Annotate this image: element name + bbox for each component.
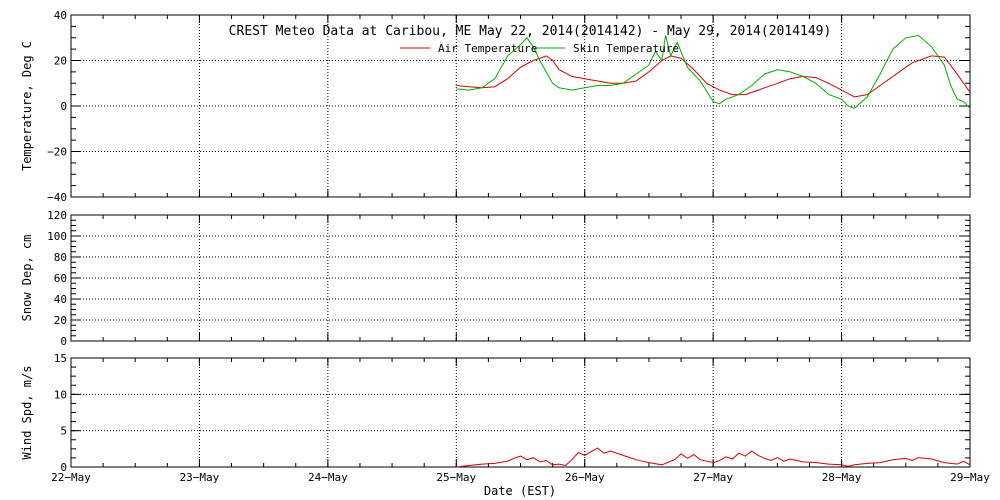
series-line-wind-speed — [456, 447, 971, 468]
legend-label: Skin Temperature — [573, 42, 679, 55]
panel-2: 120 100 80 60 40 20 0 Snow Dep, cm — [20, 209, 971, 348]
panel-3: 15 10 5 0 Wind Spd, m/s 22−May 23−May 24−May 25−… — [20, 352, 990, 484]
x-tick-label: 27−May — [693, 471, 733, 484]
y-tick-label: 100 — [47, 230, 67, 243]
y-tick-label: 0 — [60, 335, 67, 348]
y-tick-label: −40 — [47, 191, 67, 204]
y-tick-label: 15 — [54, 352, 67, 365]
x-tick-label: 22−May — [51, 471, 91, 484]
y-tick-label: 20 — [54, 55, 67, 68]
y-tick-label: 80 — [54, 251, 67, 264]
series-line-skin-temperature — [456, 34, 971, 109]
series-line-air-temperature — [456, 55, 971, 98]
plot-frame — [70, 357, 971, 468]
x-tick-label: 28−May — [822, 471, 862, 484]
legend-label: Air Temperature — [438, 42, 537, 55]
y-tick-label: 5 — [60, 425, 67, 438]
y-tick-label: 20 — [54, 314, 67, 327]
x-tick-label: 24−May — [308, 471, 348, 484]
legend: Air Temperature Skin Temperature — [400, 42, 679, 55]
y-tick-label: 0 — [60, 461, 67, 474]
x-tick-label: 25−May — [436, 471, 476, 484]
y-tick-label: 120 — [47, 209, 67, 222]
y-tick-label: 40 — [54, 293, 67, 306]
y-axis-label: Wind Spd, m/s — [20, 366, 34, 460]
y-tick-label: 0 — [60, 100, 67, 113]
x-tick-label: 23−May — [180, 471, 220, 484]
chart-title: CREST Meteo Data at Caribou, ME May 22, … — [229, 24, 832, 39]
x-tick-label: 26−May — [565, 471, 605, 484]
plot-frame — [70, 14, 971, 198]
y-tick-label: 60 — [54, 272, 67, 285]
y-tick-label: −20 — [47, 146, 67, 159]
panel-1: 40 20 0 −20 −40 Temperature, Deg C — [20, 9, 971, 204]
y-tick-label: 10 — [54, 388, 67, 401]
y-axis-label: Snow Dep, cm — [20, 235, 34, 322]
plot-frame — [70, 214, 971, 342]
x-axis-label: Date (EST) — [484, 484, 556, 498]
y-axis-label: Temperature, Deg C — [20, 41, 34, 171]
y-tick-label: 40 — [54, 9, 67, 22]
x-tick-label: 29−May — [950, 471, 990, 484]
